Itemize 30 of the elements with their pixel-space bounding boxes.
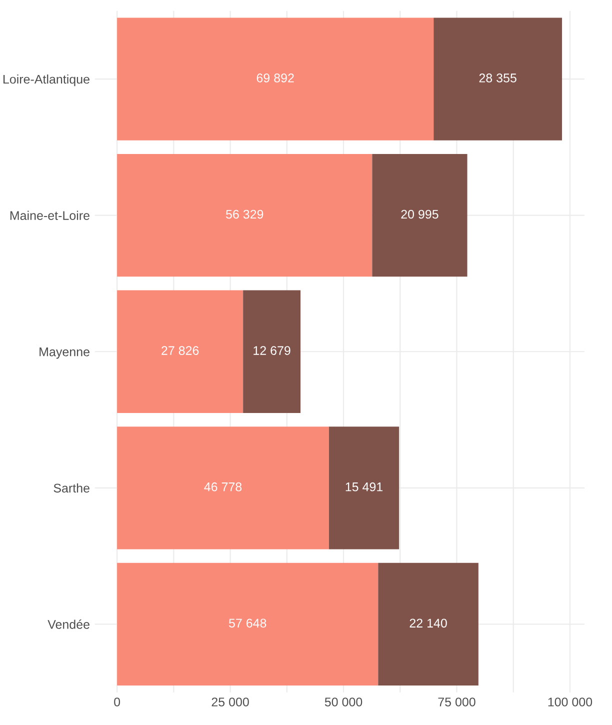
data-label: 28 355 <box>479 74 516 82</box>
x-tick-label: 100 000 <box>548 698 592 706</box>
data-label: 15 491 <box>346 482 383 492</box>
bar <box>434 18 562 140</box>
y-tick-label: Sarthe <box>54 483 90 493</box>
data-label: 56 329 <box>226 210 264 219</box>
data-label: 57 648 <box>228 618 266 628</box>
data-label: 22 140 <box>410 618 447 628</box>
data-label: 69 892 <box>256 74 294 82</box>
data-label: 20 995 <box>401 210 438 219</box>
bar <box>328 426 400 550</box>
bar <box>117 18 434 140</box>
y-tick-label: Vendée <box>48 620 90 629</box>
data-label: 27 826 <box>162 346 199 355</box>
x-tick-label: 0 <box>114 698 120 706</box>
x-tick-label: 25 000 <box>212 698 249 706</box>
y-tick-label: Mayenne <box>40 348 90 359</box>
bar <box>117 290 244 413</box>
data-label: 12 679 <box>254 346 290 355</box>
x-tick-label: 75 000 <box>438 698 476 706</box>
bar <box>372 154 468 277</box>
bar <box>378 562 478 686</box>
data-label: 46 778 <box>204 482 242 492</box>
bar <box>243 290 301 413</box>
bar <box>117 426 329 550</box>
bar <box>117 562 378 686</box>
y-tick-label: Loire-Atlantique <box>3 74 90 86</box>
y-tick-label: Maine-et-Loire <box>10 210 90 220</box>
x-tick-label: 50 000 <box>324 698 362 706</box>
bar <box>117 154 372 277</box>
